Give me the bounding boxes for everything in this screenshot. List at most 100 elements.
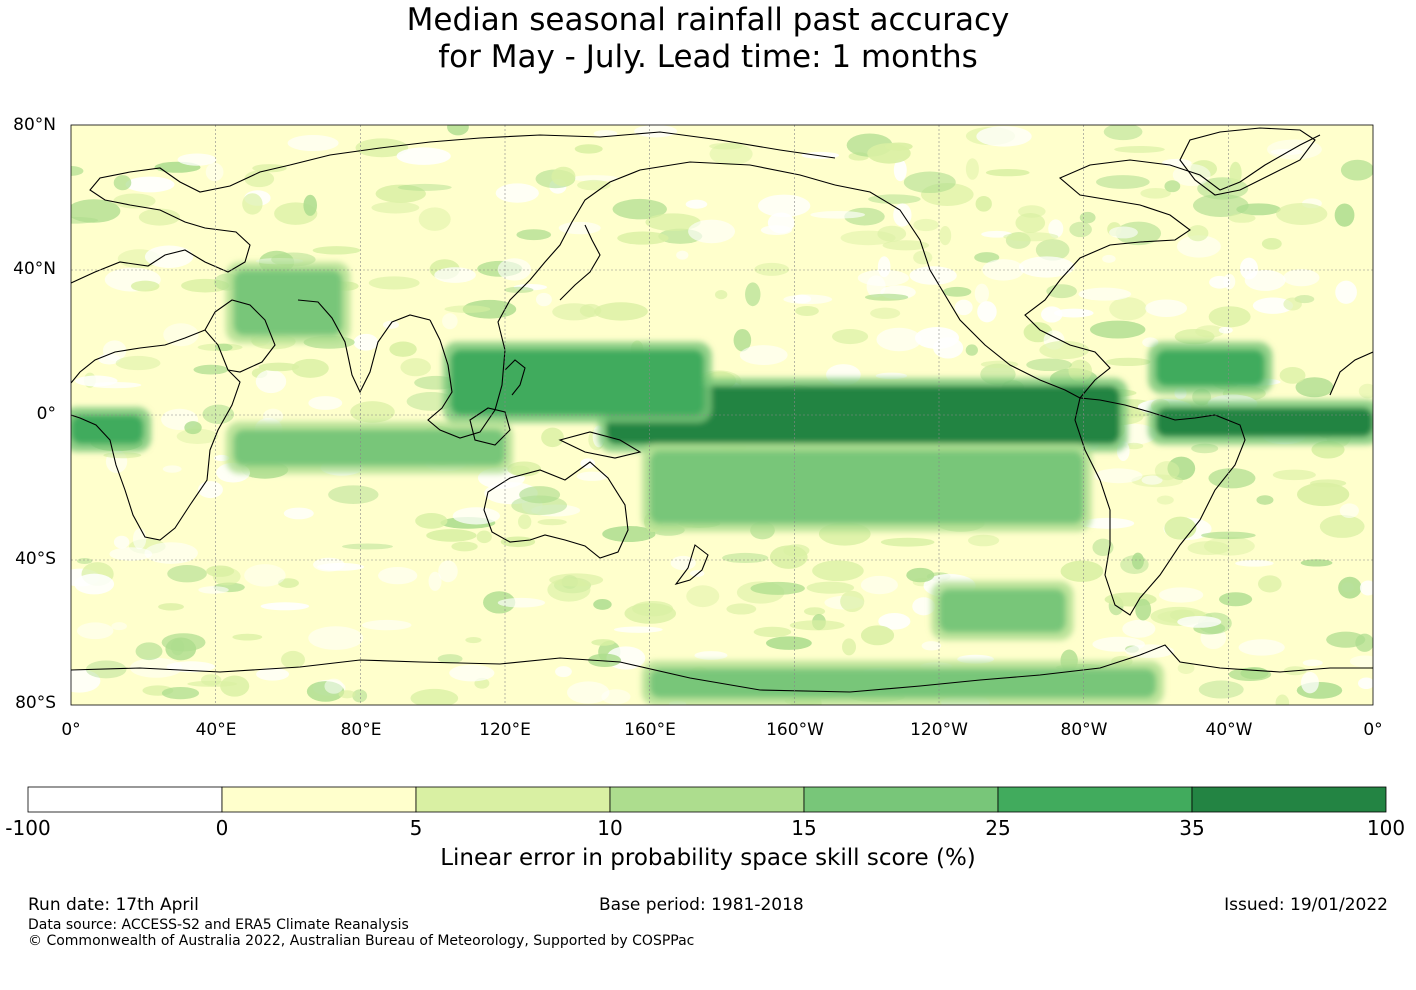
skill-patch [144,542,198,564]
skill-patch [504,286,534,294]
skill-patch [602,525,656,542]
skill-patch [912,597,936,616]
skill-band-central-america [1156,349,1265,386]
colorbar-tick: 10 [597,816,623,840]
skill-patch [1109,226,1138,239]
skill-patch [181,278,230,293]
skill-patch [308,396,343,410]
skill-patch [1339,503,1359,519]
skill-patch [913,218,939,232]
skill-patch [1079,211,1096,224]
skill-patch [1349,655,1373,668]
skill-patch [1090,320,1146,339]
skill-patch [591,639,615,646]
colorbar-tick: 15 [791,816,817,840]
skill-patch [1283,297,1302,311]
skill-patch [877,256,891,278]
skill-patch [1105,357,1151,367]
skill-patch [1103,125,1143,141]
coast-west-africa-tip [1329,351,1373,396]
skill-patch [977,301,997,323]
skill-patch [328,485,379,504]
skill-patch [1096,175,1150,189]
skill-patch [371,201,420,214]
skill-patch [113,175,132,191]
coast-borneo [469,407,511,446]
coast-arabia [204,299,276,373]
skill-patch [1141,475,1163,485]
skill-patch [1201,531,1256,540]
skill-patch [177,153,217,166]
skill-patch [260,602,310,611]
skill-patch [551,166,576,187]
skill-patch [255,369,287,394]
skill-patch [1135,598,1152,621]
skill-patch [942,286,972,297]
skill-patch [1261,237,1282,250]
coast-europe [71,164,291,284]
skill-patch [1208,306,1251,328]
skill-patch [750,581,805,595]
skill-patch [1164,516,1197,540]
skill-patch [967,534,1000,547]
skill-patch [875,372,908,380]
skill-patch [1359,580,1373,596]
skill-band-indian-ocean [233,429,505,466]
chart-title-line2: for May - July. Lead time: 1 months [438,39,978,75]
skill-patch [870,307,901,319]
skill-patch [1092,538,1114,557]
chart-title-line1: Median seasonal rainfall past accuracy [406,2,1010,38]
skill-patch [511,495,568,516]
skill-patch [258,362,300,372]
skill-patch [803,607,826,616]
skill-patch [1187,541,1230,555]
skill-patch [985,168,1030,177]
skill-patch [537,519,567,526]
skill-patch [205,162,224,182]
skill-patch [1140,188,1171,199]
skill-patch [965,158,979,180]
skill-patch [71,669,101,693]
skill-patch [670,555,696,571]
data-source: Data source: ACCESS-S2 and ERA5 Climate … [28,917,409,933]
colorbar-segment [1191,786,1387,813]
skill-band-antarctic-margin [649,668,1156,698]
coast-newguinea [558,431,642,459]
skill-patch [1319,515,1365,538]
skill-patch [810,210,866,219]
skill-patch [1080,517,1135,529]
lon-label-120w: 120°W [910,720,968,740]
skill-patch [789,620,845,631]
coast-philippines [504,359,526,396]
lon-label-0-end: 0° [1363,720,1383,740]
skill-patch [389,341,417,357]
skill-patch [842,638,857,656]
lon-label-40e: 40°E [195,720,237,740]
lon-label-160e: 160°E [624,720,676,740]
skill-patch [1335,280,1357,304]
coast-north-america-west [834,184,1081,399]
skill-patch [974,252,1000,263]
skill-patch [76,557,93,565]
colorbar-segment [221,786,417,813]
skill-patch [165,637,197,661]
skill-patch [1238,639,1285,656]
skill-patch [138,208,181,226]
skill-patch [1060,560,1104,582]
skill-patch [617,231,669,245]
skill-patch [1218,326,1233,334]
skill-patch [109,547,153,561]
colorbar-segment [997,786,1193,813]
skill-patch [549,573,604,587]
skill-patch [745,282,761,307]
skill-patch [452,507,501,525]
skill-band-southern-ocean [939,589,1066,633]
skill-patch [447,125,469,136]
skill-patch [1154,461,1180,481]
skill-patch [1078,287,1132,301]
skill-patch [375,184,426,203]
skill-patch [965,344,978,356]
skill-patch [594,302,648,321]
skill-patch [1204,536,1255,556]
